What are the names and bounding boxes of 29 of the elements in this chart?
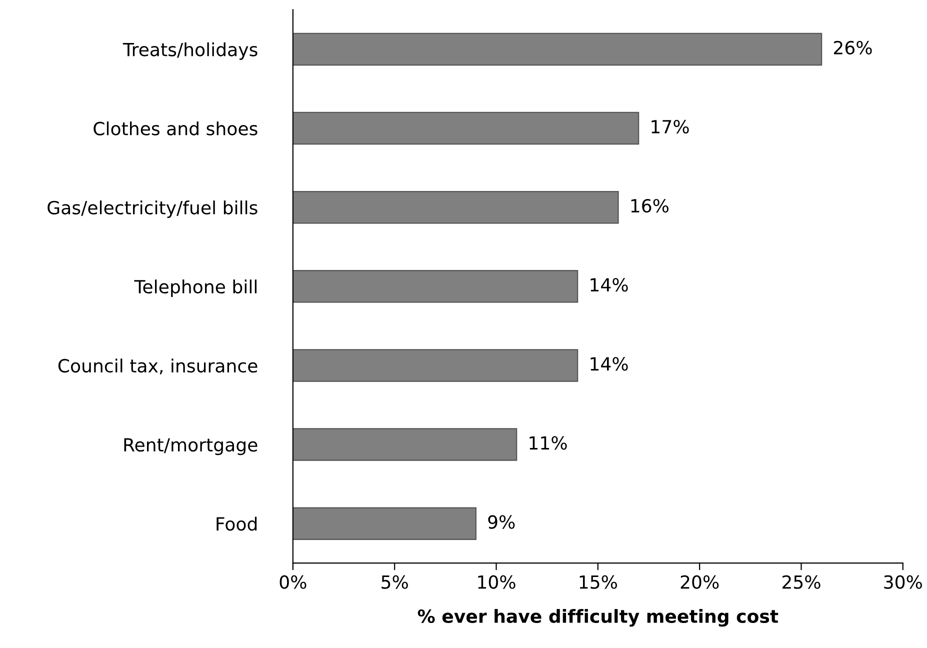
x-tick-label: 10%	[478, 575, 516, 589]
bar	[292, 507, 476, 540]
data-label: 16%	[631, 198, 668, 213]
bar	[292, 190, 619, 224]
x-tick-label: 20%	[680, 575, 719, 589]
data-label: 26%	[834, 40, 872, 54]
data-label: 17%	[652, 120, 689, 134]
x-tick-label: 0%	[280, 575, 306, 589]
bar	[292, 349, 578, 382]
y-tick-label: Clothes and shoes	[94, 121, 258, 136]
data-label: 9%	[488, 515, 515, 529]
data-label: 11%	[530, 436, 567, 450]
data-label: 14%	[590, 357, 628, 371]
x-tick-label: 5%	[382, 575, 408, 589]
y-tick-label: Council tax, insurance	[58, 358, 258, 374]
x-axis-title: % ever have difficulty meeting cost	[418, 609, 778, 627]
y-tick-label: Telephone bill	[134, 280, 257, 298]
y-tick-label: Food	[216, 516, 257, 531]
data-label: 14%	[590, 278, 628, 292]
y-tick-label: Rent/mortgage	[124, 438, 258, 456]
bar	[292, 32, 822, 66]
bar	[292, 428, 518, 461]
bar	[292, 112, 640, 145]
y-tick-label: Gas/electricity/fuel bills	[48, 200, 258, 218]
x-tick-label: 25%	[782, 575, 820, 589]
y-tick-label: Treats/holidays	[122, 42, 258, 60]
x-tick-label: 30%	[884, 575, 922, 589]
bar	[292, 270, 578, 303]
x-tick-label: 15%	[580, 575, 617, 589]
